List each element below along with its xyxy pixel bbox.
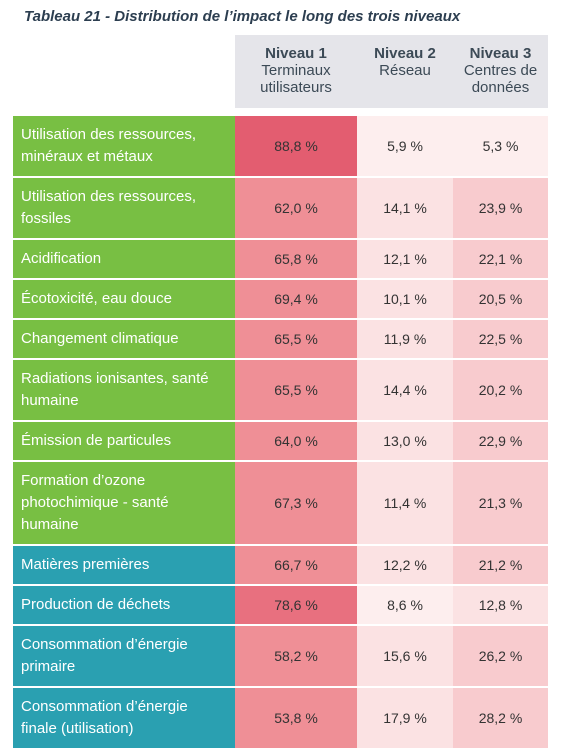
table-row: Émission de particules 64,0 % 13,0 % 22,9 % (13, 421, 548, 462)
value-cell: 14,4 % (357, 359, 453, 422)
row-label: Production de déchets (13, 585, 235, 626)
table-title: Tableau 21 - Distribution de l’impact le… (24, 8, 461, 25)
value-cell: 23,9 % (453, 177, 548, 240)
column-subtitle: Centres de données (463, 62, 538, 96)
table-row: Consommation d’énergie finale (utilisati… (13, 687, 548, 750)
value-cell: 20,5 % (453, 279, 548, 320)
value-cell: 21,3 % (453, 461, 548, 546)
value-cell: 22,9 % (453, 421, 548, 462)
row-label: Radiations ionisantes, santé humaine (13, 359, 235, 422)
value-cell: 78,6 % (235, 585, 357, 626)
table-row: Production de déchets 78,6 % 8,6 % 12,8 % (13, 585, 548, 626)
column-title: Niveau 1 (265, 45, 327, 62)
row-label: Utilisation des ressources, fossiles (13, 177, 235, 240)
value-cell: 8,6 % (357, 585, 453, 626)
value-cell: 58,2 % (235, 625, 357, 688)
row-label: Formation d’ozone photochimique - santé … (13, 461, 235, 546)
column-subtitle: Réseau (379, 62, 431, 79)
table-row: Utilisation des ressources, minéraux et … (13, 112, 548, 178)
table: Niveau 1 Terminaux utilisateurs Niveau 2 Ré… (13, 35, 548, 750)
column-title: Niveau 3 (469, 45, 532, 62)
value-cell: 65,5 % (235, 319, 357, 360)
table-row: Matières premières 66,7 % 12,2 % 21,2 % (13, 545, 548, 586)
table-row: Acidification 65,8 % 12,1 % 22,1 % (13, 239, 548, 280)
row-label: Changement climatique (13, 319, 235, 360)
blank-header (13, 35, 235, 116)
column-header: Niveau 3 Centres de données (453, 35, 548, 116)
value-cell: 5,3 % (453, 112, 548, 178)
row-label: Utilisation des ressources, minéraux et … (13, 112, 235, 178)
value-cell: 64,0 % (235, 421, 357, 462)
value-cell: 88,8 % (235, 112, 357, 178)
table-row: Formation d’ozone photochimique - santé … (13, 461, 548, 546)
column-subtitle: Terminaux utilisateurs (260, 62, 332, 96)
value-cell: 12,8 % (453, 585, 548, 626)
value-cell: 67,3 % (235, 461, 357, 546)
value-cell: 62,0 % (235, 177, 357, 240)
row-label: Émission de particules (13, 421, 235, 462)
value-cell: 65,8 % (235, 239, 357, 280)
column-header: Niveau 1 Terminaux utilisateurs (235, 35, 357, 116)
header-row: Niveau 1 Terminaux utilisateurs Niveau 2 Ré… (13, 35, 548, 116)
value-cell: 53,8 % (235, 687, 357, 750)
row-label: Acidification (13, 239, 235, 280)
value-cell: 11,4 % (357, 461, 453, 546)
table-row: Utilisation des ressources, fossiles 62,0… (13, 177, 548, 240)
row-label: Écotoxicité, eau douce (13, 279, 235, 320)
row-label: Matières premières (13, 545, 235, 586)
value-cell: 15,6 % (357, 625, 453, 688)
value-cell: 65,5 % (235, 359, 357, 422)
value-cell: 11,9 % (357, 319, 453, 360)
value-cell: 12,2 % (357, 545, 453, 586)
column-header: Niveau 2 Réseau (357, 35, 453, 116)
value-cell: 14,1 % (357, 177, 453, 240)
value-cell: 17,9 % (357, 687, 453, 750)
value-cell: 13,0 % (357, 421, 453, 462)
table-row: Consommation d’énergie primaire 58,2 % 15,… (13, 625, 548, 688)
table-row: Écotoxicité, eau douce 69,4 % 10,1 % 20,5 % (13, 279, 548, 320)
value-cell: 10,1 % (357, 279, 453, 320)
value-cell: 21,2 % (453, 545, 548, 586)
value-cell: 22,5 % (453, 319, 548, 360)
column-title: Niveau 2 (374, 45, 436, 62)
value-cell: 12,1 % (357, 239, 453, 280)
value-cell: 28,2 % (453, 687, 548, 750)
row-label: Consommation d’énergie primaire (13, 625, 235, 688)
value-cell: 69,4 % (235, 279, 357, 320)
table-row: Radiations ionisantes, santé humaine 65,5… (13, 359, 548, 422)
table-row: Changement climatique 65,5 % 11,9 % 22,5 % (13, 319, 548, 360)
row-label: Consommation d’énergie finale (utilisati… (13, 687, 235, 750)
value-cell: 26,2 % (453, 625, 548, 688)
value-cell: 20,2 % (453, 359, 548, 422)
value-cell: 5,9 % (357, 112, 453, 178)
value-cell: 22,1 % (453, 239, 548, 280)
value-cell: 66,7 % (235, 545, 357, 586)
